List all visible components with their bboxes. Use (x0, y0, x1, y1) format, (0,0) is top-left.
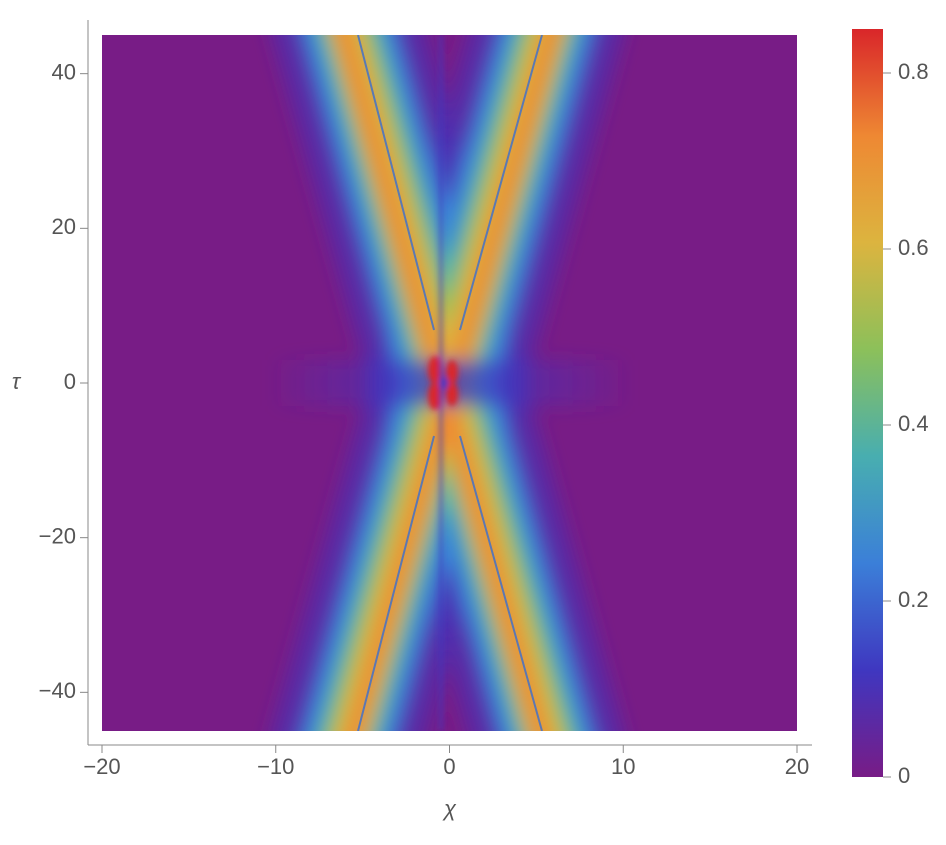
colorbar-tick-label: 0.4 (898, 411, 929, 436)
x-tick-label: 20 (785, 754, 809, 779)
x-axis-label: χ (442, 796, 457, 821)
x-tick-label: −20 (83, 754, 120, 779)
x-tick-label: −10 (257, 754, 294, 779)
x-tick-label: 0 (443, 754, 455, 779)
y-tick-label: −40 (39, 678, 76, 703)
colorbar-tick-label: 0.8 (898, 59, 929, 84)
x-tick-label: 10 (611, 754, 635, 779)
density-field (102, 35, 797, 731)
colorbar (852, 29, 883, 777)
colorbar-tick-label: 0.2 (898, 587, 929, 612)
y-tick-label: 20 (52, 214, 76, 239)
colorbar-tick-label: 0.6 (898, 235, 929, 260)
y-axis-label: τ (12, 369, 22, 394)
y-tick-label: 0 (64, 369, 76, 394)
colorbar-tick-label: 0 (898, 763, 910, 788)
y-tick-label: 40 (52, 59, 76, 84)
y-tick-label: −20 (39, 523, 76, 548)
